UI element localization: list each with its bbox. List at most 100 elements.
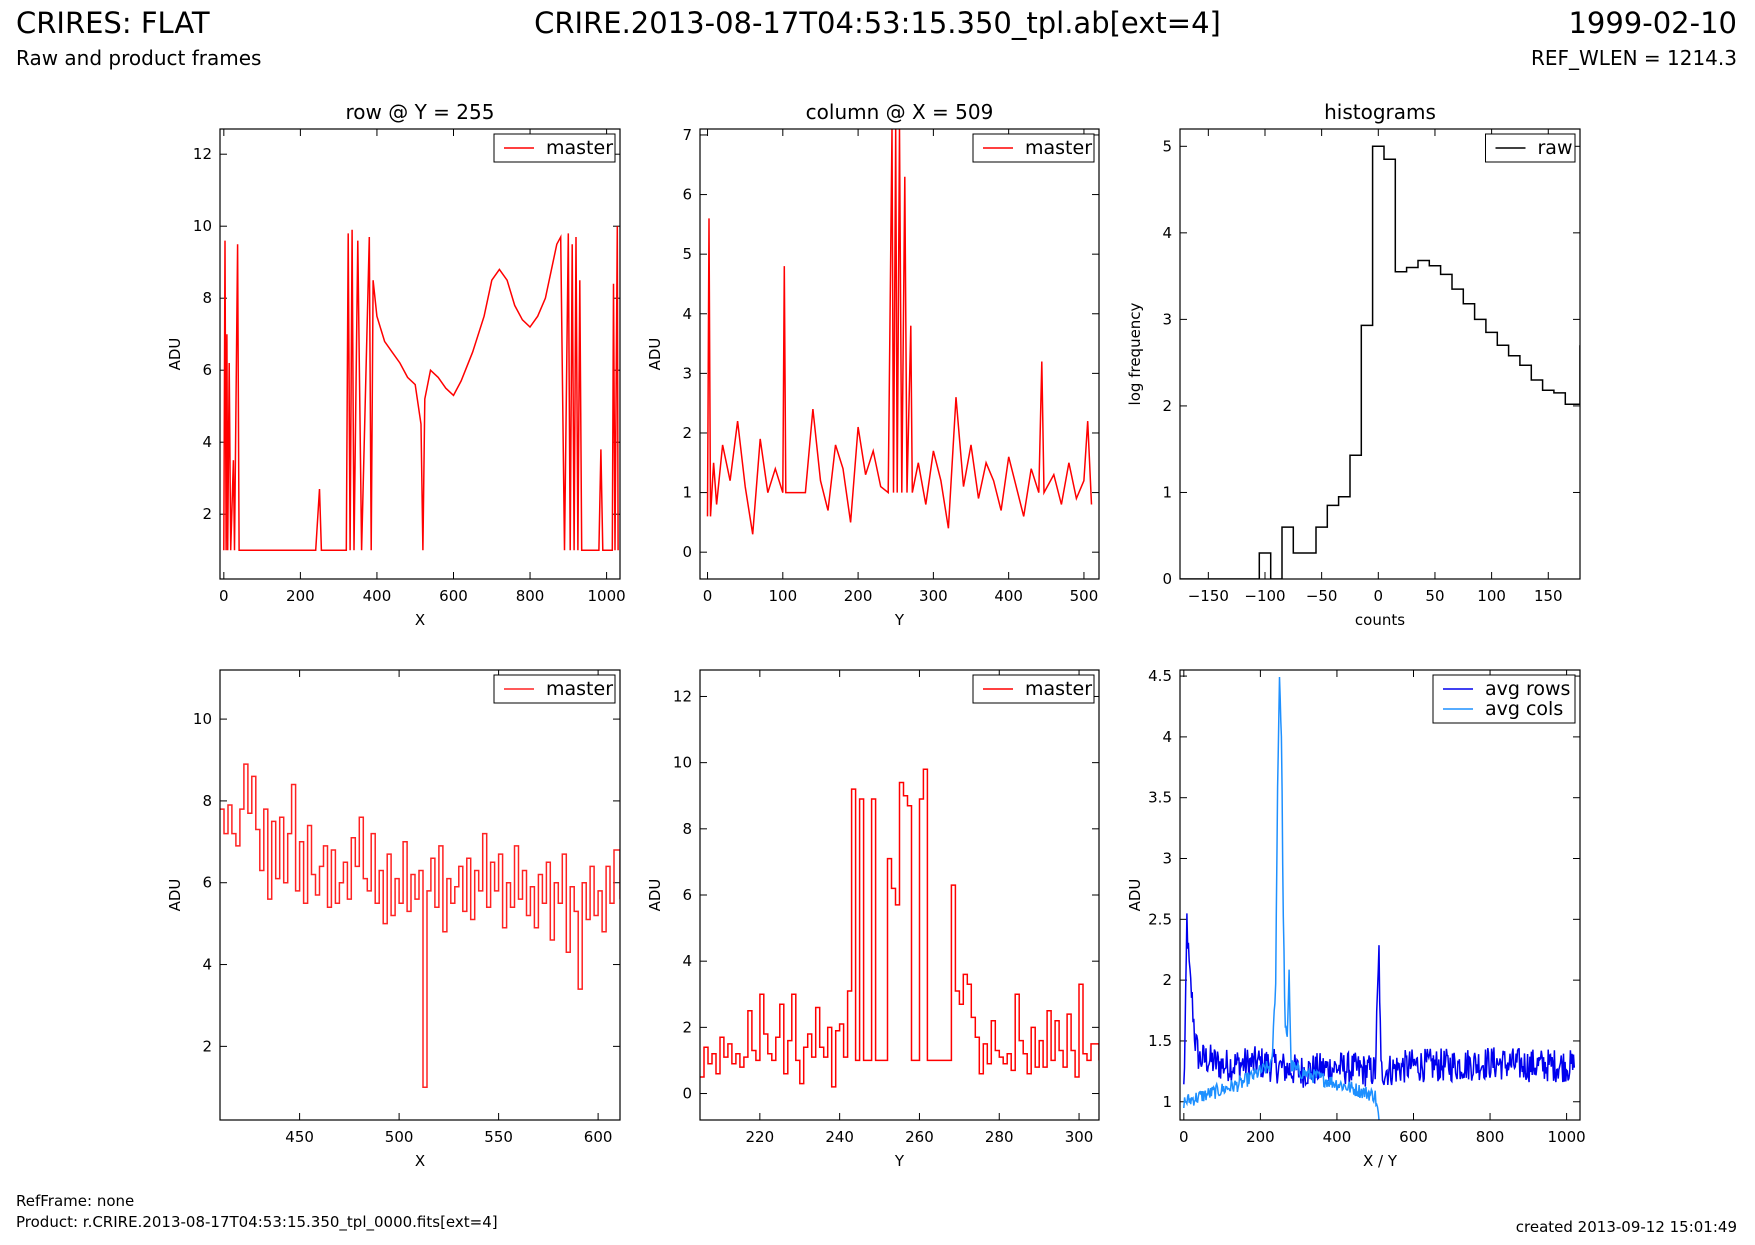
x-tick-label: 800 — [1476, 1128, 1505, 1146]
y-tick-label: 2 — [682, 1018, 692, 1036]
y-tick-label: 4 — [682, 305, 692, 323]
series-line-master — [706, 129, 1093, 535]
plot-area — [1180, 145, 1580, 579]
legend-label: raw — [1538, 137, 1573, 159]
legend-label: master — [546, 137, 613, 159]
y-tick-label: 5 — [682, 245, 692, 263]
x-tick-label: 0 — [219, 587, 229, 605]
x-tick-label: 100 — [1477, 587, 1506, 605]
legend-label: avg rows — [1485, 678, 1570, 700]
x-tick-label: 400 — [994, 587, 1023, 605]
chart-histograms: histograms counts log frequency −150 −100 −50… — [1126, 100, 1581, 629]
chart-row: row @ Y = 255 X ADU 0 200 400 600 800 1000 2 4 6 8 10… — [166, 100, 626, 629]
x-tick-label: 220 — [746, 1128, 775, 1146]
y-tick-label: 2 — [1162, 397, 1172, 415]
legend-box — [1432, 674, 1576, 724]
legend: master — [972, 133, 1095, 163]
legend: master — [972, 674, 1095, 704]
plot-frame — [699, 669, 1100, 1121]
y-tick-label: 1 — [1162, 483, 1172, 501]
y-tick-label: 4 — [1162, 224, 1172, 242]
x-tick-label: 600 — [584, 1128, 613, 1146]
title-right: 1999-02-10 — [1568, 6, 1737, 40]
x-axis-label: Y — [894, 611, 905, 629]
title-center: CRIRE.2013-08-17T04:53:15.350_tpl.ab[ext… — [534, 6, 1221, 40]
x-axis-label: Y — [894, 1152, 905, 1170]
x-tick-label: −50 — [1306, 587, 1338, 605]
y-tick-label: 2 — [202, 1037, 212, 1055]
footer-product: Product: r.CRIRE.2013-08-17T04:53:15.350… — [16, 1213, 498, 1231]
plot-area — [1183, 676, 1576, 1120]
x-tick-label: 0 — [703, 587, 713, 605]
plot-frame — [219, 128, 621, 580]
footer-refframe: RefFrame: none — [16, 1192, 135, 1210]
chart-column-zoom: Y ADU 220 240 260 280 300 0 2 4 6 8 10 12 master — [646, 669, 1100, 1170]
x-axis-label: X / Y — [1363, 1152, 1398, 1170]
y-tick-label: 7 — [682, 126, 692, 144]
plot-area — [220, 763, 620, 1089]
y-tick-label: 4 — [202, 956, 212, 974]
y-tick-label: 8 — [682, 820, 692, 838]
chart-row-zoom: X ADU 450 500 550 600 2 4 6 8 10 master — [166, 669, 621, 1170]
y-tick-label: 8 — [202, 792, 212, 810]
y-tick-label: 2.5 — [1148, 910, 1172, 928]
x-tick-label: 0 — [1179, 1128, 1189, 1146]
x-tick-label: 550 — [484, 1128, 513, 1146]
y-axis-label: ADU — [1126, 879, 1144, 912]
y-tick-label: 10 — [673, 754, 692, 772]
legend-label: master — [546, 678, 613, 700]
y-tick-label: 10 — [193, 710, 212, 728]
chart-column: column @ X = 509 Y ADU 0 100 200 300 400 500 0 1 2 3… — [646, 100, 1100, 629]
plot-area — [706, 129, 1093, 535]
y-tick-label: 2 — [202, 505, 212, 523]
subtitle-left: Raw and product frames — [16, 46, 262, 70]
chart-title: row @ Y = 255 — [346, 100, 495, 124]
series-line-avg-cols — [1183, 676, 1380, 1120]
series-line-master — [223, 226, 619, 551]
y-tick-label: 6 — [682, 186, 692, 204]
y-tick-label: 6 — [202, 361, 212, 379]
plot-frame — [1179, 128, 1581, 580]
x-tick-label: 500 — [1070, 587, 1099, 605]
legend-box — [493, 674, 616, 704]
x-tick-label: 300 — [1065, 1128, 1094, 1146]
x-tick-label: 400 — [363, 587, 392, 605]
x-tick-label: 400 — [1323, 1128, 1352, 1146]
y-tick-label: 6 — [202, 874, 212, 892]
x-axis-label: counts — [1355, 611, 1405, 629]
x-tick-label: 200 — [286, 587, 315, 605]
x-tick-label: 50 — [1425, 587, 1444, 605]
y-tick-label: 10 — [193, 217, 212, 235]
y-tick-label: 4 — [202, 433, 212, 451]
x-tick-label: 500 — [385, 1128, 414, 1146]
y-tick-label: 12 — [193, 145, 212, 163]
legend: master — [493, 133, 616, 163]
y-tick-label: 0 — [682, 543, 692, 561]
x-tick-label: 450 — [285, 1128, 314, 1146]
legend: master — [493, 674, 616, 704]
x-tick-label: 1000 — [588, 587, 626, 605]
legend-label: master — [1025, 678, 1092, 700]
y-tick-label: 8 — [202, 289, 212, 307]
y-tick-label: 2 — [682, 424, 692, 442]
x-axis-label: X — [415, 1152, 425, 1170]
x-tick-label: 300 — [919, 587, 948, 605]
plot-frame — [699, 128, 1100, 580]
subtitle-right: REF_WLEN = 1214.3 — [1530, 46, 1737, 70]
y-axis-label: ADU — [166, 879, 184, 912]
x-tick-label: 150 — [1534, 587, 1563, 605]
y-tick-label: 0 — [1162, 570, 1172, 588]
series-line-raw — [1180, 145, 1580, 579]
legend-label: avg cols — [1485, 698, 1563, 720]
series-line-avg-rows — [1183, 913, 1576, 1088]
plot-frame — [219, 669, 621, 1121]
chart-title: column @ X = 509 — [806, 100, 994, 124]
x-tick-label: 260 — [905, 1128, 934, 1146]
y-tick-label: 3 — [1162, 310, 1172, 328]
footer-created: created 2013-09-12 15:01:49 — [1515, 1218, 1737, 1236]
x-tick-label: −100 — [1244, 587, 1285, 605]
y-tick-label: 4.5 — [1148, 667, 1172, 685]
series-line-master — [700, 768, 1099, 1088]
